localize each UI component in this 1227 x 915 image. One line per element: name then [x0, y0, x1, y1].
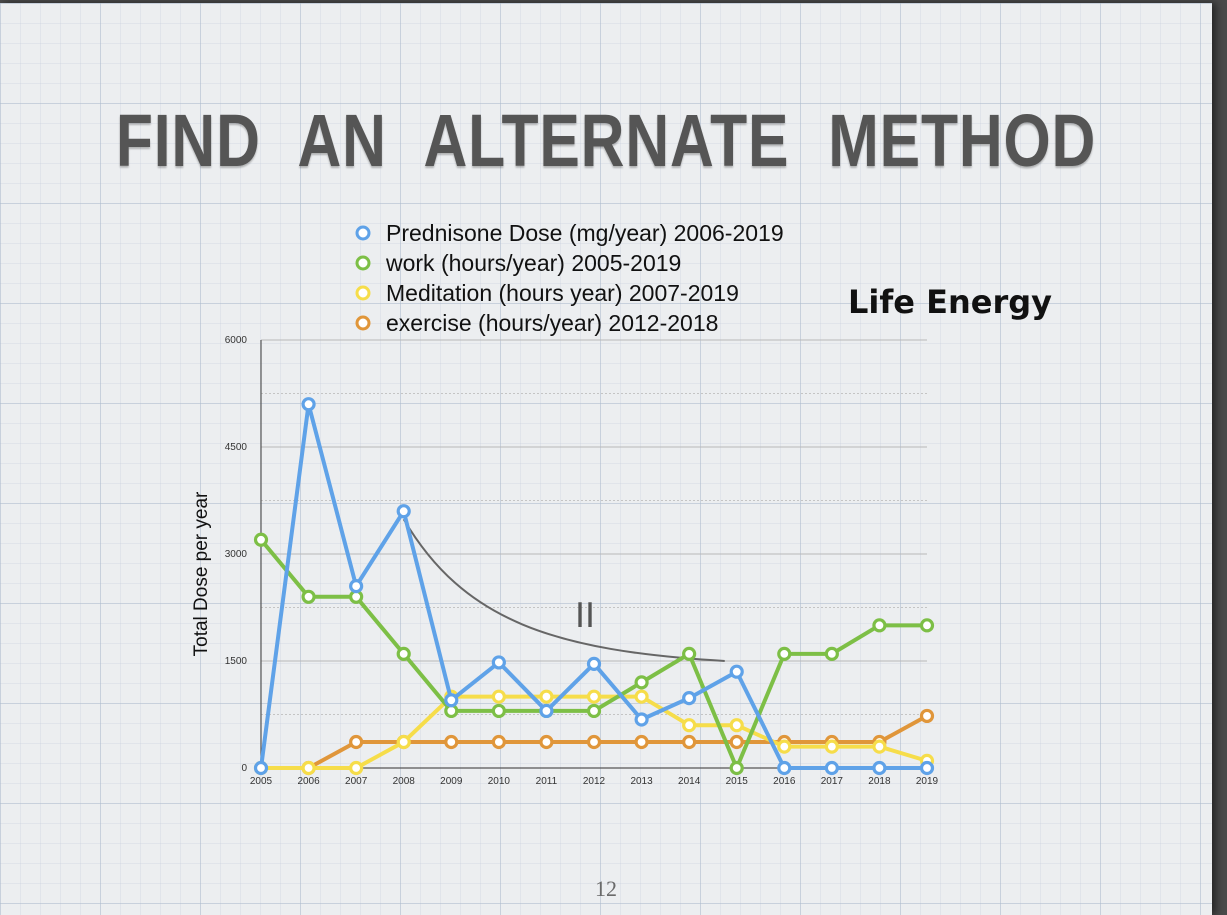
- annotation-label: II: [575, 596, 595, 636]
- data-point: [586, 656, 602, 671]
- data-point: [682, 690, 697, 706]
- legend-marker: [355, 285, 371, 301]
- data-point: [586, 703, 602, 719]
- x-tick-label: 2016: [773, 776, 796, 787]
- legend: Prednisone Dose (mg/year) 2006-2019 work …: [355, 220, 784, 336]
- series-2: [253, 689, 935, 776]
- x-tick-label: 2009: [440, 776, 463, 787]
- y-tick-label: 4500: [225, 442, 248, 453]
- data-point: [729, 718, 744, 733]
- data-point: [919, 708, 935, 724]
- x-tick-label: 2005: [250, 776, 273, 787]
- data-point: [539, 689, 554, 704]
- x-tick-label: 2013: [630, 776, 653, 787]
- data-point: [729, 734, 744, 750]
- data-point: [919, 760, 935, 776]
- data-point: [396, 734, 411, 750]
- data-point: [634, 734, 649, 750]
- legend-entry: work (hours/year) 2005-2019: [385, 250, 681, 276]
- data-point: [872, 739, 887, 754]
- data-point: [301, 760, 316, 776]
- data-point: [682, 718, 697, 733]
- data-point: [396, 504, 411, 519]
- data-point: [777, 739, 792, 754]
- legend-entry: Prednisone Dose (mg/year) 2006-2019: [386, 220, 784, 246]
- y-tick-label: 0: [241, 763, 247, 774]
- y-axis-label: Total Dose per year: [191, 491, 212, 656]
- slide: FIND AN ALTERNATE METHOD Life Energy 12: [0, 3, 1212, 915]
- data-point: [682, 734, 697, 750]
- y-tick-label: 1500: [225, 656, 248, 667]
- gridlines: [261, 339, 927, 769]
- data-point: [444, 693, 459, 708]
- data-point: [349, 734, 364, 750]
- x-tick-label: 2012: [583, 776, 606, 787]
- data-point: [634, 675, 649, 690]
- y-tick-label: 6000: [225, 335, 248, 346]
- x-tick-label: 2006: [297, 776, 320, 787]
- data-point: [729, 760, 744, 776]
- series-line: [307, 714, 928, 770]
- data-point: [491, 703, 506, 719]
- data-point: [253, 760, 269, 776]
- data-point: [349, 578, 364, 594]
- data-point: [777, 760, 792, 776]
- data-point: [919, 618, 935, 633]
- data-point: [301, 589, 316, 604]
- page-number: 12: [595, 876, 617, 901]
- data-point: [586, 734, 602, 750]
- data-point: [634, 689, 649, 704]
- legend-entry: Meditation (hours year) 2007-2019: [386, 280, 739, 306]
- life-energy-label: Life Energy: [848, 283, 1053, 321]
- legend-entry: exercise (hours/year) 2012-2018: [386, 310, 718, 336]
- data-point: [634, 712, 649, 727]
- slide-title: FIND AN ALTERNATE METHOD: [115, 99, 1097, 182]
- data-point: [824, 739, 839, 754]
- legend-marker: [355, 255, 371, 271]
- legend-marker: [355, 315, 371, 331]
- data-point: [396, 646, 411, 661]
- series-0: [253, 397, 935, 776]
- data-point: [539, 734, 554, 750]
- data-point: [253, 532, 269, 547]
- data-point: [539, 703, 554, 719]
- data-point: [824, 646, 839, 661]
- data-point: [872, 760, 887, 776]
- legend-marker: [355, 225, 371, 241]
- x-tick-label: 2008: [393, 776, 416, 787]
- data-point: [872, 618, 887, 633]
- x-tick-label: 2017: [821, 776, 844, 787]
- x-tick-label: 2015: [726, 776, 749, 787]
- x-tick-label: 2018: [868, 776, 891, 787]
- data-point: [491, 734, 506, 750]
- x-tick-label: 2007: [345, 776, 368, 787]
- data-point: [491, 655, 506, 670]
- data-point: [777, 646, 792, 661]
- y-tick-label: 3000: [225, 549, 248, 560]
- data-point: [729, 664, 744, 679]
- series-1: [253, 532, 935, 776]
- data-point: [444, 734, 459, 750]
- x-tick-label: 2019: [916, 776, 939, 787]
- data-point: [491, 689, 506, 704]
- data-point: [301, 397, 316, 412]
- annotation-curve: [402, 518, 725, 662]
- data-point: [586, 689, 602, 704]
- x-tick-label: 2011: [536, 776, 558, 787]
- x-tick-label: 2014: [678, 776, 701, 787]
- data-point: [682, 646, 697, 661]
- x-tick-label: 2010: [488, 776, 511, 787]
- data-point: [824, 760, 839, 776]
- data-point: [349, 760, 364, 776]
